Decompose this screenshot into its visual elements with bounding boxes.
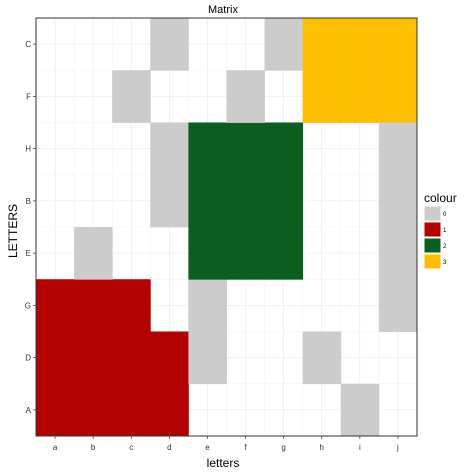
- y-axis-title: LETTERS: [6, 204, 20, 258]
- heatmap-cell-j-E: [378, 227, 418, 280]
- heatmap-cell-i-F: [340, 70, 380, 123]
- heatmap-cell-b-A: [74, 383, 113, 437]
- y-tick-label: E: [26, 249, 31, 258]
- heatmap-cell-g-C: [264, 18, 304, 71]
- y-tick-label: A: [26, 406, 32, 415]
- x-tick-label: i: [359, 443, 361, 452]
- heatmap-cell-i-A: [340, 383, 380, 437]
- heatmap-cell-h-F: [302, 70, 342, 123]
- heatmap-cell-f-E: [226, 227, 265, 280]
- legend-label-3: 3: [443, 260, 447, 266]
- x-tick-label: f: [244, 443, 247, 452]
- heatmap-cell-d-B: [150, 174, 189, 228]
- heatmap-cell-d-C: [150, 18, 189, 71]
- x-axis-ticks: a b c d e f g h i j: [53, 436, 399, 452]
- legend: colour 0 1 2 3: [423, 191, 457, 270]
- y-tick-label: H: [25, 145, 31, 154]
- heatmap-cell-d-D: [150, 331, 189, 385]
- heatmap-cell-c-A: [112, 383, 151, 437]
- heatmap-cell-h-C: [302, 18, 342, 71]
- plot-border: [35, 17, 418, 437]
- y-tick-label: F: [26, 92, 31, 101]
- heatmap-cell-i-C: [340, 18, 380, 71]
- heatmap-cell-f-B: [226, 174, 265, 228]
- heatmap-cell-e-G: [188, 279, 227, 332]
- heatmap-cell-c-F: [112, 70, 151, 123]
- x-tick-label: e: [205, 443, 210, 452]
- heatmap-cell-c-D: [112, 331, 151, 385]
- x-tick-label: h: [320, 443, 324, 452]
- heatmap-cell-c-G: [112, 279, 151, 332]
- heatmap-cell-g-B: [264, 174, 304, 228]
- heatmap-cell-j-B: [378, 174, 418, 228]
- legend-label-1: 1: [443, 228, 447, 234]
- heatmap-cell-e-D: [188, 331, 227, 385]
- heatmap-cell-e-B: [188, 174, 227, 228]
- y-tick-label: G: [25, 301, 31, 310]
- x-tick-label: a: [53, 443, 58, 452]
- heatmap-cell-a-D: [36, 331, 75, 385]
- legend-key-3: [423, 253, 442, 270]
- heatmap-cell-j-C: [378, 18, 418, 71]
- heatmap-cell-e-H: [188, 122, 227, 176]
- legend-key-0: [423, 205, 442, 222]
- heatmap-cells: [36, 18, 418, 437]
- heatmap-cell-f-H: [226, 122, 265, 176]
- x-tick-label: b: [91, 443, 96, 452]
- y-tick-label: D: [25, 354, 31, 363]
- x-tick-label: d: [167, 443, 171, 452]
- heatmap-cell-j-F: [378, 70, 418, 123]
- legend-title: colour: [424, 191, 457, 205]
- heatmap-cell-f-F: [226, 70, 265, 123]
- legend-label-0: 0: [443, 212, 447, 218]
- heatmap-cell-d-H: [150, 122, 189, 176]
- x-tick-label: c: [129, 443, 133, 452]
- heatmap-cell-b-E: [74, 227, 113, 280]
- y-tick-label: B: [26, 197, 31, 206]
- heatmap-cell-e-E: [188, 227, 227, 280]
- legend-key-2: [423, 237, 442, 254]
- y-axis-ticks: A D G E B H F C: [25, 40, 36, 415]
- x-tick-label: j: [396, 443, 399, 452]
- heatmap-cell-a-G: [36, 279, 75, 332]
- legend-label-2: 2: [443, 244, 447, 250]
- heatmap-cell-j-H: [378, 122, 418, 176]
- heatmap-cell-g-H: [264, 122, 304, 176]
- heatmap-cell-a-A: [36, 383, 75, 437]
- x-tick-label: g: [281, 443, 285, 452]
- legend-key-1: [423, 221, 442, 238]
- heatmap-cell-d-A: [150, 383, 189, 437]
- heatmap-cell-h-D: [302, 331, 342, 385]
- y-tick-label: C: [25, 40, 31, 49]
- heatmap-cell-b-D: [74, 331, 113, 385]
- chart-title: Matrix: [208, 4, 238, 16]
- x-axis-title: letters: [207, 456, 240, 470]
- heatmap-cell-j-G: [378, 279, 418, 332]
- heatmap-cell-g-E: [264, 227, 304, 280]
- heatmap-cell-b-G: [74, 279, 113, 332]
